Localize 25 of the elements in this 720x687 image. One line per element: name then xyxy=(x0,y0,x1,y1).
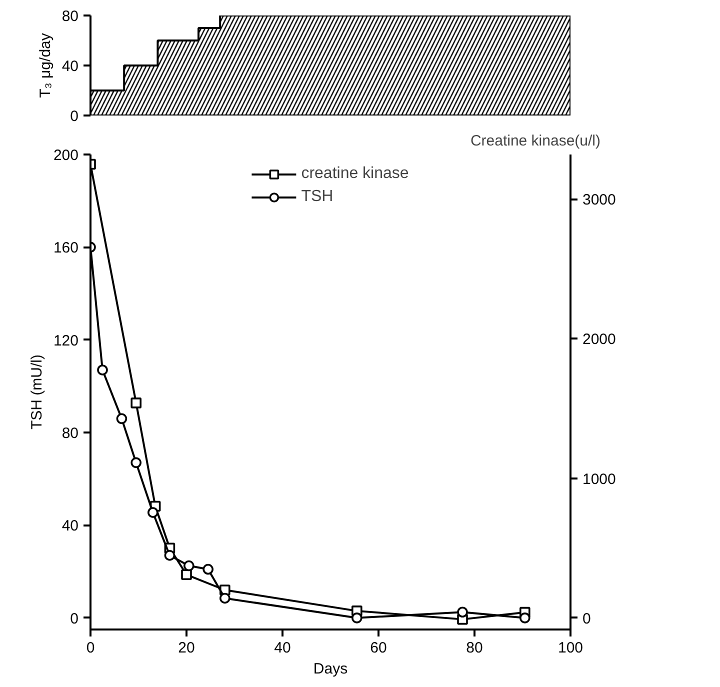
y2-tick-label: 0 xyxy=(582,610,591,628)
x-tick-label: 80 xyxy=(466,640,483,656)
y-tick-label: 160 xyxy=(53,240,79,257)
y-tick-label: 200 xyxy=(53,147,79,164)
x-tick-label: 20 xyxy=(178,640,195,656)
x-tick-label: 40 xyxy=(274,640,291,656)
y2-tick-label: 3000 xyxy=(582,192,616,209)
y-tick-label: 80 xyxy=(62,8,79,25)
y-tick-label: 0 xyxy=(70,108,78,125)
y-tick-label: 80 xyxy=(62,425,79,442)
y-tick-label: 40 xyxy=(62,58,79,75)
x-tick-label: 100 xyxy=(558,640,584,656)
y2-tick-label: 2000 xyxy=(582,331,616,348)
x-tick-label: 60 xyxy=(370,640,387,656)
y-tick-label: 0 xyxy=(70,610,78,628)
legend-label: TSH xyxy=(301,188,334,206)
y2-axis-title: Creatine kinase(u/l) xyxy=(470,132,601,150)
y-axis-title: T₃ μg/day xyxy=(36,32,54,98)
x-tick-label: 0 xyxy=(86,640,95,656)
legend-label: creatine kinase xyxy=(301,165,409,183)
y-axis-title: TSH (mU/l) xyxy=(28,354,46,430)
y-tick-label: 40 xyxy=(62,518,79,535)
x-axis-title: Days xyxy=(313,660,348,678)
y2-tick-label: 1000 xyxy=(582,470,616,488)
y-tick-label: 120 xyxy=(53,332,79,350)
